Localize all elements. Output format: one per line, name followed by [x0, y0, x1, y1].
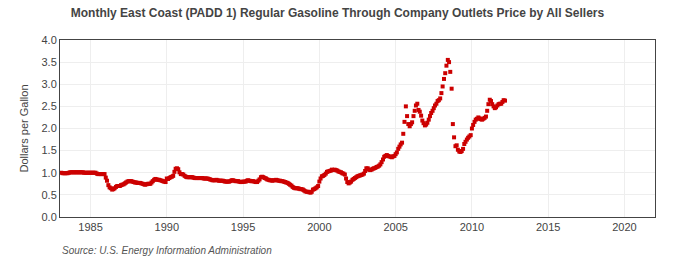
svg-text:2.0: 2.0 [42, 122, 57, 134]
svg-text:1990: 1990 [155, 221, 179, 233]
svg-text:1995: 1995 [231, 221, 255, 233]
svg-text:2.5: 2.5 [42, 100, 57, 112]
svg-text:2020: 2020 [612, 221, 636, 233]
svg-text:Source: U.S. Energy Informatio: Source: U.S. Energy Information Administ… [62, 245, 272, 256]
svg-text:0.0: 0.0 [42, 211, 57, 223]
svg-text:2010: 2010 [460, 221, 484, 233]
svg-text:2000: 2000 [307, 221, 331, 233]
svg-text:1.0: 1.0 [42, 167, 57, 179]
svg-text:1985: 1985 [78, 221, 102, 233]
svg-text:3.0: 3.0 [42, 78, 57, 90]
svg-text:4.0: 4.0 [42, 34, 57, 46]
svg-text:1.5: 1.5 [42, 144, 57, 156]
svg-text:3.5: 3.5 [42, 56, 57, 68]
svg-text:0.5: 0.5 [42, 189, 57, 201]
svg-text:2005: 2005 [383, 221, 407, 233]
svg-text:2015: 2015 [536, 221, 560, 233]
svg-text:Dollars per Gallon: Dollars per Gallon [18, 84, 30, 172]
svg-text:Monthly East Coast (PADD 1) Re: Monthly East Coast (PADD 1) Regular Gaso… [71, 6, 605, 20]
